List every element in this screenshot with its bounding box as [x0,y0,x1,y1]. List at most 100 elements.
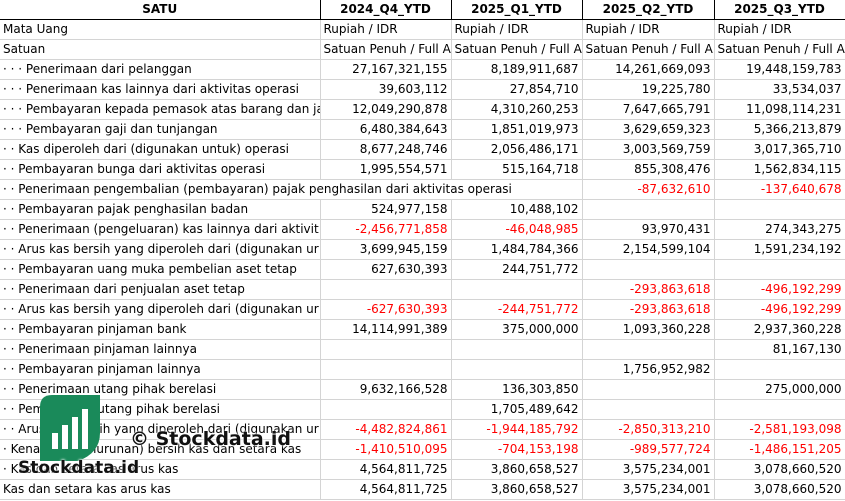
value-cell[interactable]: 27,854,710 [451,79,583,100]
header-cell-2025-q1[interactable]: 2025_Q1_YTD [451,0,583,20]
row-label-cell[interactable]: · · · Pembayaran kepada pemasok atas bar… [0,99,321,120]
value-cell[interactable]: 515,164,718 [451,159,583,180]
value-cell[interactable]: 12,049,290,878 [320,99,452,120]
value-cell[interactable]: 1,995,554,571 [320,159,452,180]
value-cell[interactable]: 11,098,114,231 [714,99,845,120]
value-cell[interactable]: 2,154,599,104 [582,239,715,260]
value-cell[interactable]: 7,647,665,791 [582,99,715,120]
value-cell[interactable]: 3,575,234,001 [582,459,715,480]
value-cell[interactable] [582,259,715,280]
value-cell[interactable]: -244,751,772 [451,299,583,320]
value-cell[interactable]: 4,564,811,725 [320,479,452,500]
value-cell[interactable] [451,359,583,380]
row-label-cell[interactable]: · · Kas diperoleh dari (digunakan untuk)… [0,139,321,160]
value-cell[interactable] [582,339,715,360]
value-cell[interactable]: 524,977,158 [320,199,452,220]
value-cell[interactable]: 136,303,850 [451,379,583,400]
value-cell[interactable]: Rupiah / IDR [582,19,715,40]
value-cell[interactable]: 3,629,659,323 [582,119,715,140]
value-cell[interactable]: -989,577,724 [582,439,715,460]
value-cell[interactable]: 1,591,234,192 [714,239,845,260]
value-cell[interactable]: 1,093,360,228 [582,319,715,340]
row-label-cell[interactable]: · · Pembayaran bunga dari aktivitas oper… [0,159,321,180]
value-cell[interactable]: 275,000,000 [714,379,845,400]
value-cell[interactable]: Satuan Penuh / Full A [714,39,845,60]
value-cell[interactable]: 39,603,112 [320,79,452,100]
value-cell[interactable]: 1,484,784,366 [451,239,583,260]
row-label-cell[interactable]: · · Pembayaran pajak penghasilan badan [0,199,321,220]
row-label-cell[interactable]: · · Arus kas bersih yang diperoleh dari … [0,299,321,320]
value-cell[interactable]: 6,480,384,643 [320,119,452,140]
value-cell[interactable]: 855,308,476 [582,159,715,180]
value-cell[interactable]: 2,937,360,228 [714,319,845,340]
value-cell[interactable]: 1,851,019,973 [451,119,583,140]
value-cell[interactable]: 27,167,321,155 [320,59,452,80]
header-cell-2025-q3[interactable]: 2025_Q3_YTD [714,0,845,20]
value-cell[interactable] [320,279,452,300]
value-cell[interactable]: 375,000,000 [451,319,583,340]
value-cell[interactable]: Satuan Penuh / Full A [320,39,452,60]
row-label-cell[interactable]: · · Arus kas bersih yang diperoleh dari … [0,239,321,260]
value-cell[interactable]: 5,366,213,879 [714,119,845,140]
value-cell[interactable]: 10,488,102 [451,199,583,220]
value-cell[interactable] [320,339,452,360]
value-cell[interactable]: 4,564,811,725 [320,459,452,480]
value-cell[interactable]: 19,448,159,783 [714,59,845,80]
value-cell[interactable]: 93,970,431 [582,219,715,240]
value-cell[interactable]: 9,632,166,528 [320,379,452,400]
row-label-cell[interactable]: · · Penerimaan utang pihak berelasi [0,379,321,400]
value-cell[interactable]: -137,640,678 [714,179,845,200]
value-cell[interactable]: Rupiah / IDR [714,19,845,40]
value-cell[interactable]: 19,225,780 [582,79,715,100]
value-cell[interactable]: -46,048,985 [451,219,583,240]
row-label-cell[interactable]: · · Penerimaan (pengeluaran) kas lainnya… [0,219,321,240]
row-label-cell[interactable]: · · · Penerimaan dari pelanggan [0,59,321,80]
value-cell[interactable] [451,279,583,300]
value-cell[interactable]: -496,192,299 [714,299,845,320]
value-cell[interactable] [582,199,715,220]
value-cell[interactable]: 1,756,952,982 [582,359,715,380]
value-cell[interactable] [714,259,845,280]
row-label-cell[interactable]: · · Penerimaan pinjaman lainnya [0,339,321,360]
value-cell[interactable] [714,359,845,380]
row-label-cell[interactable]: · · · Penerimaan kas lainnya dari aktivi… [0,79,321,100]
value-cell[interactable] [582,399,715,420]
value-cell[interactable]: -293,863,618 [582,299,715,320]
header-cell-2024-q4[interactable]: 2024_Q4_YTD [320,0,452,20]
value-cell[interactable] [714,399,845,420]
value-cell[interactable]: -4,482,824,861 [320,419,452,440]
value-cell[interactable]: 1,562,834,115 [714,159,845,180]
value-cell[interactable]: 3,017,365,710 [714,139,845,160]
value-cell[interactable] [714,199,845,220]
value-cell[interactable] [582,379,715,400]
value-cell[interactable]: 14,114,991,389 [320,319,452,340]
header-cell-2025-q2[interactable]: 2025_Q2_YTD [582,0,715,20]
value-cell[interactable]: Satuan Penuh / Full A [451,39,583,60]
value-cell[interactable]: -2,850,313,210 [582,419,715,440]
value-cell[interactable]: 1,705,489,642 [451,399,583,420]
value-cell[interactable]: 627,630,393 [320,259,452,280]
value-cell[interactable]: 81,167,130 [714,339,845,360]
value-cell[interactable]: Satuan Penuh / Full A [582,39,715,60]
value-cell[interactable]: 274,343,275 [714,219,845,240]
value-cell[interactable]: 3,575,234,001 [582,479,715,500]
value-cell[interactable]: -1,410,510,095 [320,439,452,460]
value-cell[interactable]: 8,677,248,746 [320,139,452,160]
value-cell[interactable]: -496,192,299 [714,279,845,300]
value-cell[interactable]: -87,632,610 [582,179,715,200]
value-cell[interactable]: Rupiah / IDR [451,19,583,40]
value-cell[interactable] [320,359,452,380]
value-cell[interactable]: 3,860,658,527 [451,479,583,500]
row-label-cell[interactable]: Kas dan setara kas arus kas [0,479,321,500]
value-cell[interactable] [320,399,452,420]
value-cell[interactable] [451,339,583,360]
value-cell[interactable]: 3,078,660,520 [714,459,845,480]
header-cell-label[interactable]: SATU [0,0,321,20]
value-cell[interactable]: 2,056,486,171 [451,139,583,160]
value-cell[interactable]: 8,189,911,687 [451,59,583,80]
value-cell[interactable]: 4,310,260,253 [451,99,583,120]
row-label-cell[interactable]: Mata Uang [0,19,321,40]
row-label-cell[interactable]: · Kas dan setara kas arus kas [0,459,321,480]
value-cell[interactable]: -2,581,193,098 [714,419,845,440]
value-cell[interactable]: 3,860,658,527 [451,459,583,480]
